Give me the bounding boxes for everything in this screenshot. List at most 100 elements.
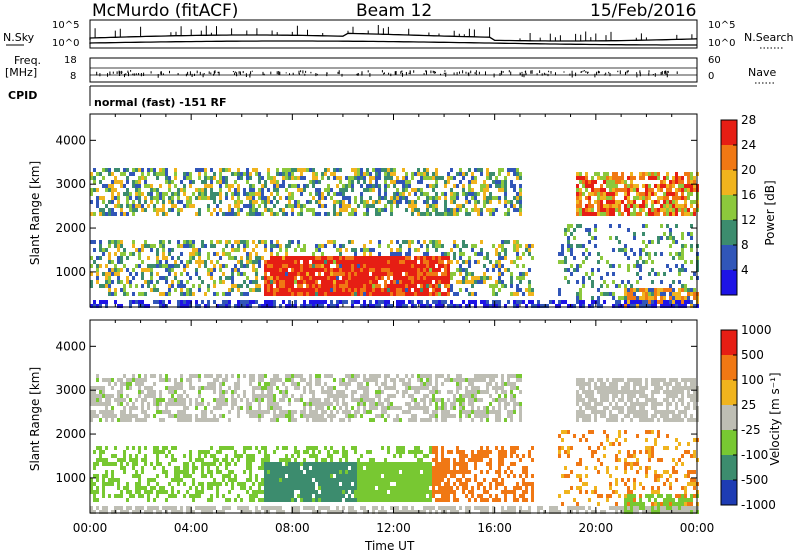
velocity-cell xyxy=(345,386,348,390)
power-cell xyxy=(285,168,288,172)
power-cell xyxy=(429,204,432,208)
velocity-cell xyxy=(144,446,147,450)
power-cell xyxy=(300,292,303,296)
velocity-cell xyxy=(135,382,138,386)
velocity-cell xyxy=(270,466,273,470)
velocity-cell xyxy=(399,446,402,450)
power-cell xyxy=(432,288,435,292)
velocity-cell xyxy=(237,394,240,398)
power-cell xyxy=(621,248,624,252)
velocity-cell xyxy=(174,382,177,386)
velocity-cell xyxy=(90,414,93,418)
power-cell xyxy=(303,304,306,308)
power-cell xyxy=(435,168,438,172)
velocity-cell xyxy=(252,386,255,390)
power-cell xyxy=(219,240,222,244)
power-cell xyxy=(375,300,378,304)
velocity-cell xyxy=(330,402,333,406)
power-cell xyxy=(435,260,438,264)
velocity-cell xyxy=(216,466,219,470)
velocity-cell xyxy=(273,450,276,454)
power-cell xyxy=(429,268,432,272)
power-cell xyxy=(357,268,360,272)
velocity-cell xyxy=(147,478,150,482)
power-cell xyxy=(147,204,150,208)
velocity-cell xyxy=(186,506,189,510)
power-cell xyxy=(648,188,651,192)
velocity-cell xyxy=(138,474,141,478)
power-cell xyxy=(522,264,525,268)
power-cell xyxy=(654,292,657,296)
power-cell xyxy=(285,244,288,248)
velocity-cell xyxy=(102,490,105,494)
velocity-cell xyxy=(180,510,183,514)
velocity-cell xyxy=(372,478,375,482)
power-cell xyxy=(252,240,255,244)
power-cell xyxy=(162,244,165,248)
velocity-cell xyxy=(372,474,375,478)
power-cell xyxy=(288,292,291,296)
power-cell xyxy=(222,304,225,308)
power-cell xyxy=(582,244,585,248)
power-cell xyxy=(207,176,210,180)
velocity-cell xyxy=(111,378,114,382)
velocity-cell xyxy=(132,406,135,410)
power-cell xyxy=(108,212,111,216)
power-cell xyxy=(687,192,690,196)
power-cell xyxy=(255,252,258,256)
power-cell xyxy=(240,264,243,268)
velocity-cell xyxy=(93,482,96,486)
power-cell xyxy=(681,248,684,252)
velocity-cell xyxy=(309,402,312,406)
velocity-cell xyxy=(426,506,429,510)
power-cell xyxy=(255,172,258,176)
power-cell xyxy=(246,276,249,280)
velocity-cell xyxy=(423,490,426,494)
power-cell xyxy=(420,288,423,292)
power-cell xyxy=(297,280,300,284)
power-cell xyxy=(201,280,204,284)
power-cell xyxy=(327,240,330,244)
power-cell xyxy=(471,280,474,284)
power-cell xyxy=(387,184,390,188)
velocity-cell xyxy=(417,486,420,490)
power-cell xyxy=(156,196,159,200)
velocity-cell xyxy=(429,390,432,394)
power-cell xyxy=(441,276,444,280)
power-cell xyxy=(669,296,672,300)
velocity-cell xyxy=(336,498,339,502)
velocity-cell xyxy=(417,478,420,482)
nsky-label: N.Sky xyxy=(3,31,35,44)
power-cell xyxy=(168,292,171,296)
power-cell xyxy=(675,296,678,300)
velocity-cell xyxy=(318,474,321,478)
velocity-cell xyxy=(390,494,393,498)
velocity-cell xyxy=(375,498,378,502)
power-cell xyxy=(378,304,381,308)
power-cell xyxy=(609,292,612,296)
velocity-cell xyxy=(291,394,294,398)
power-cell xyxy=(276,212,279,216)
velocity-cell xyxy=(348,378,351,382)
power-cell xyxy=(321,176,324,180)
power-cell xyxy=(495,180,498,184)
power-cell xyxy=(309,180,312,184)
power-cell xyxy=(279,172,282,176)
power-cell xyxy=(135,284,138,288)
power-cell xyxy=(327,264,330,268)
velocity-cell xyxy=(303,482,306,486)
velocity-cell xyxy=(282,494,285,498)
velocity-cell xyxy=(351,510,354,514)
power-cell xyxy=(333,288,336,292)
power-cell xyxy=(348,176,351,180)
velocity-cell xyxy=(225,466,228,470)
velocity-cell xyxy=(288,490,291,494)
power-cell xyxy=(213,252,216,256)
velocity-cell xyxy=(414,446,417,450)
velocity-cell xyxy=(159,374,162,378)
power-cell xyxy=(585,196,588,200)
velocity-cell xyxy=(123,410,126,414)
power-cell xyxy=(144,180,147,184)
velocity-cell xyxy=(141,494,144,498)
power-cell xyxy=(165,212,168,216)
